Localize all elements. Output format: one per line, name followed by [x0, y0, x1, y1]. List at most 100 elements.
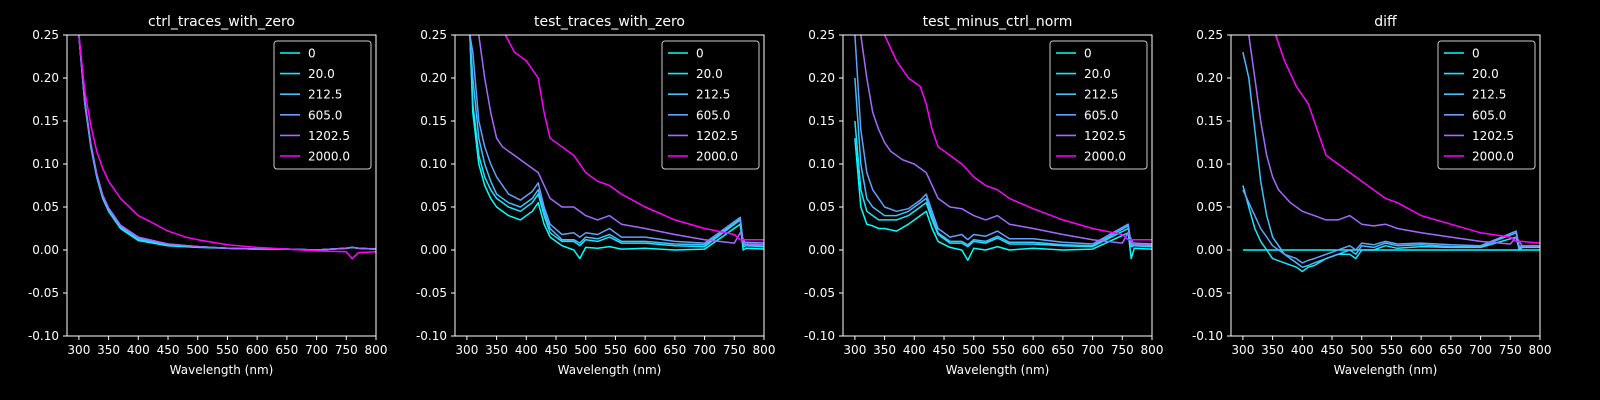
x-axis-label: Wavelength (nm) [558, 363, 662, 377]
series-line-212.5 [469, 35, 764, 246]
series-line-0 [469, 35, 764, 260]
x-tick-label: 800 [753, 343, 776, 357]
plot-frame [1230, 34, 1541, 337]
series-group [1242, 35, 1540, 273]
x-tick-label: 750 [1111, 343, 1134, 357]
y-tick-label: 0.20 [32, 71, 59, 85]
x-axis-label: Wavelength (nm) [946, 363, 1050, 377]
x-tick-label: 400 [903, 343, 926, 357]
x-tick-label: 750 [1499, 343, 1522, 357]
y-tick-label: -0.05 [804, 286, 835, 300]
x-tick-label: 450 [933, 343, 956, 357]
series-line-212.5 [854, 77, 1152, 247]
y-tick-label: -0.10 [416, 329, 447, 343]
subplot-2: test_traces_with_zero 300 350 400 450 500 550 6… [416, 14, 776, 377]
legend-label: 1202.5 [1472, 129, 1514, 143]
x-tick-label: 400 [1291, 343, 1314, 357]
x-tick-label: 700 [1081, 343, 1104, 357]
series-line-605.0 [854, 35, 1152, 245]
legend-label: 1202.5 [1084, 129, 1126, 143]
x-tick-label: 350 [1261, 343, 1284, 357]
plot-frame [454, 34, 765, 337]
x-tick-label: 300 [67, 343, 90, 357]
series-line-20.0 [469, 35, 764, 248]
x-tick-label: 800 [1529, 343, 1552, 357]
series-line-1202.5 [78, 35, 376, 251]
y-tick-label: -0.10 [804, 329, 835, 343]
y-tick-label: 0.05 [1196, 200, 1223, 214]
y-tick-label: 0.10 [808, 157, 835, 171]
x-tick-label: 650 [1439, 343, 1462, 357]
y-tick-label: -0.10 [28, 329, 59, 343]
x-tick-label: 500 [1350, 343, 1373, 357]
x-tick-label: 600 [1410, 343, 1433, 357]
x-tick-label: 550 [216, 343, 239, 357]
x-tick-label: 700 [1469, 343, 1492, 357]
x-tick-label: 600 [1022, 343, 1045, 357]
legend-label: 212.5 [1084, 88, 1118, 102]
x-tick-label: 450 [1321, 343, 1344, 357]
legend: 0 20.0 212.5 605.0 1202.5 2000.0 [1049, 40, 1148, 170]
legend-label: 212.5 [308, 88, 342, 102]
legend-label: 0 [1472, 47, 1480, 61]
legend: 0 20.0 212.5 605.0 1202.5 2000.0 [273, 40, 372, 170]
y-tick-label: -0.10 [1192, 329, 1223, 343]
x-tick-label: 450 [157, 343, 180, 357]
x-tick-label: 750 [723, 343, 746, 357]
y-tick-label: -0.05 [1192, 286, 1223, 300]
x-tick-label: 600 [246, 343, 269, 357]
y-tick-label: 0.10 [1196, 157, 1223, 171]
legend-label: 0 [1084, 47, 1092, 61]
x-tick-label: 300 [455, 343, 478, 357]
legend-label: 0 [696, 47, 704, 61]
subplot-title: ctrl_traces_with_zero [148, 14, 295, 30]
y-tick-label: 0.15 [420, 114, 447, 128]
legend-label: 20.0 [308, 67, 335, 81]
x-axis-label: Wavelength (nm) [170, 363, 274, 377]
x-tick-label: 500 [574, 343, 597, 357]
subplot-title: test_traces_with_zero [534, 14, 685, 30]
legend-label: 20.0 [1472, 67, 1499, 81]
y-tick-label: 0.25 [1196, 28, 1223, 42]
legend-label: 1202.5 [308, 129, 350, 143]
series-line-2000.0 [504, 35, 764, 241]
series-line-2000.0 [883, 35, 1152, 241]
x-tick-label: 750 [335, 343, 358, 357]
x-tick-label: 550 [1380, 343, 1403, 357]
x-tick-label: 350 [485, 343, 508, 357]
legend-label: 212.5 [696, 88, 730, 102]
legend-label: 20.0 [1084, 67, 1111, 81]
subplot-4: diff 300 350 400 450 500 550 600 650 700 750 800 -0.… [1192, 14, 1552, 377]
subplot-3: test_minus_ctrl_norm 300 350 400 450 500 550 60… [804, 14, 1164, 377]
x-axis-label: Wavelength (nm) [1334, 363, 1438, 377]
series-line-605.0 [469, 35, 764, 244]
y-tick-label: 0.20 [808, 71, 835, 85]
y-tick-label: 0.25 [420, 28, 447, 42]
x-tick-label: 400 [127, 343, 150, 357]
y-tick-label: 0.15 [32, 114, 59, 128]
x-tick-label: 500 [186, 343, 209, 357]
subplot-title: diff [1374, 14, 1397, 30]
y-tick-label: 0.15 [808, 114, 835, 128]
series-line-20.0 [854, 120, 1152, 248]
legend-label: 2000.0 [696, 150, 738, 164]
x-tick-label: 550 [604, 343, 627, 357]
series-line-2000.0 [78, 35, 376, 260]
x-tick-label: 650 [275, 343, 298, 357]
x-tick-label: 500 [962, 343, 985, 357]
subplot-title: test_minus_ctrl_norm [923, 14, 1073, 30]
x-tick-label: 550 [992, 343, 1015, 357]
y-tick-label: -0.05 [28, 286, 59, 300]
series-line-1202.5 [860, 35, 1152, 246]
x-tick-label: 300 [1231, 343, 1254, 357]
series-line-20.0 [1242, 185, 1540, 273]
x-tick-label: 350 [97, 343, 120, 357]
y-tick-label: 0.15 [1196, 114, 1223, 128]
y-tick-label: 0.10 [420, 157, 447, 171]
series-line-212.5 [1242, 52, 1540, 268]
legend-label: 20.0 [696, 67, 723, 81]
series-group [854, 35, 1152, 262]
series-group [469, 35, 764, 260]
